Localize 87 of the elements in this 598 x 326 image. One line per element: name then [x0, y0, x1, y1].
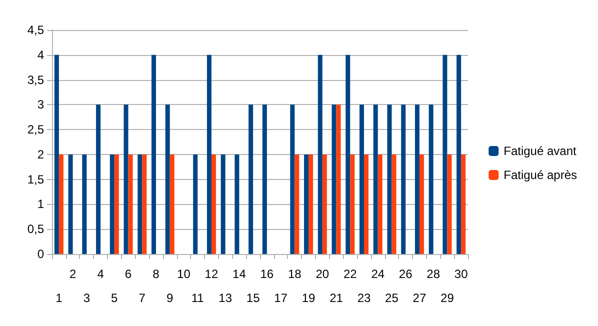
- x-tick-label: 20: [316, 267, 330, 281]
- bar: [359, 104, 364, 254]
- x-tick-label: 25: [385, 291, 399, 305]
- bar: [96, 104, 101, 254]
- bar: [322, 154, 327, 254]
- x-tick-label: 8: [152, 267, 160, 281]
- bar: [401, 104, 406, 254]
- bar: [110, 154, 114, 254]
- bar: [128, 154, 133, 254]
- x-tick-label: 17: [274, 291, 288, 305]
- y-tick-label: 0,5: [27, 222, 44, 236]
- bar: [387, 104, 392, 254]
- x-tick-label: 5: [111, 291, 118, 305]
- y-tick-label: 4,5: [27, 23, 44, 37]
- x-tick-label: 28: [426, 267, 440, 281]
- bar: [142, 154, 147, 254]
- bar: [350, 154, 355, 254]
- bar: [461, 154, 466, 254]
- legend-label: Fatigué après: [504, 168, 578, 182]
- x-tick-label: 22: [343, 267, 358, 281]
- y-tick-label: 1,5: [27, 172, 44, 186]
- y-tick-label: 2: [37, 147, 44, 162]
- y-tick-label: 4: [37, 48, 44, 62]
- bar: [124, 104, 128, 254]
- bar: [456, 54, 462, 254]
- x-tick-label: 4: [97, 267, 104, 281]
- bar: [447, 154, 452, 254]
- bar: [138, 154, 142, 254]
- bar: [54, 54, 59, 254]
- x-tick-label: 12: [204, 267, 218, 281]
- x-tick-label: 23: [357, 291, 371, 305]
- bar: [170, 154, 174, 254]
- bar: [165, 104, 170, 254]
- y-tick-label: 0: [37, 247, 44, 261]
- bar: [318, 54, 322, 254]
- bar: [414, 104, 420, 254]
- bar: [392, 154, 396, 254]
- bar: [373, 104, 378, 254]
- bar: [419, 154, 424, 254]
- x-tick-label: 18: [288, 267, 302, 281]
- bar: [428, 104, 434, 254]
- bar: [308, 154, 314, 254]
- y-tick-label: 2,5: [27, 122, 44, 137]
- x-tick-label: 15: [246, 291, 260, 305]
- bar: [220, 154, 226, 254]
- x-tick-label: 2: [69, 267, 76, 281]
- x-tick-label: 30: [454, 267, 468, 281]
- x-tick-label: 27: [412, 291, 426, 305]
- bar: [336, 104, 341, 254]
- x-tick-label: 24: [371, 267, 385, 281]
- bar: [304, 154, 309, 254]
- bar: [294, 154, 300, 254]
- legend-label: Fatigué avant: [504, 144, 578, 158]
- y-tick-label: 1: [37, 197, 44, 212]
- bar: [206, 54, 212, 254]
- bar: [262, 104, 267, 254]
- x-tick-label: 6: [124, 267, 132, 281]
- bar: [68, 154, 73, 254]
- x-tick-label: 9: [166, 291, 174, 305]
- x-tick-label: 3: [83, 291, 90, 305]
- bar: [346, 54, 350, 254]
- x-tick-label: 16: [260, 267, 274, 281]
- bar: [442, 54, 448, 254]
- x-tick-label: 7: [138, 291, 146, 305]
- x-tick-label: 11: [191, 291, 204, 305]
- y-tick-label: 3: [37, 98, 44, 112]
- bar: [234, 154, 240, 254]
- x-tick-label: 13: [218, 291, 232, 305]
- y-tick-label: 3,5: [27, 72, 44, 87]
- bar: [211, 154, 216, 254]
- x-tick-label: 21: [330, 291, 344, 305]
- bar: [364, 154, 369, 254]
- bar: [193, 154, 198, 254]
- x-tick-label: 29: [440, 291, 454, 305]
- bar: [248, 104, 254, 254]
- bar: [332, 104, 336, 254]
- x-tick-label: 26: [398, 267, 413, 281]
- x-tick-label: 10: [177, 267, 191, 281]
- x-tick-label: 1: [56, 291, 63, 305]
- bar: [378, 154, 382, 254]
- bar: [290, 104, 295, 254]
- bar: [151, 54, 156, 254]
- bar: [114, 154, 119, 254]
- bar: [58, 154, 64, 254]
- bar: [82, 154, 87, 254]
- x-tick-label: 19: [302, 291, 316, 305]
- x-tick-label: 14: [232, 267, 246, 281]
